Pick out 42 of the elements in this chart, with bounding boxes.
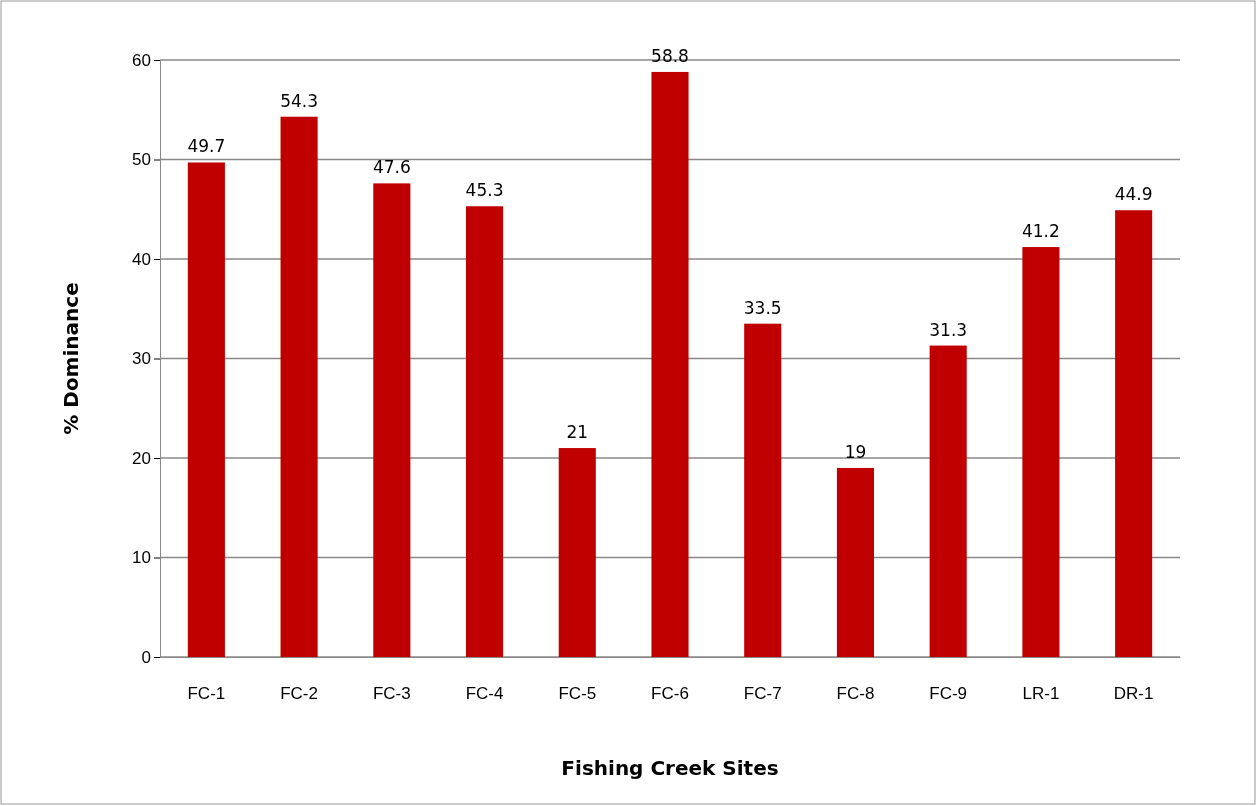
x-tick-label: FC-7 xyxy=(743,684,782,704)
bar xyxy=(280,116,318,657)
bar xyxy=(651,71,689,657)
y-tick-label: 20 xyxy=(132,448,151,468)
x-tick-label: LR-1 xyxy=(1022,684,1060,704)
x-tick-label: FC-6 xyxy=(651,684,689,704)
y-tick-label: 0 xyxy=(141,647,151,667)
bar xyxy=(558,448,596,657)
bar xyxy=(1115,210,1153,657)
y-tick-label: 30 xyxy=(132,349,151,369)
y-tick-label: 50 xyxy=(132,150,151,170)
x-axis-title: Fishing Creek Sites xyxy=(561,756,779,780)
data-label: 44.9 xyxy=(1114,184,1153,205)
data-label: 45.3 xyxy=(465,180,504,201)
x-tick-label: FC-9 xyxy=(929,684,968,704)
data-label: 49.7 xyxy=(187,136,226,157)
x-tick-label: FC-3 xyxy=(372,684,411,704)
y-tick-label: 40 xyxy=(132,249,151,269)
bar xyxy=(744,323,782,657)
x-tick-label: FC-1 xyxy=(187,684,226,704)
data-label: 19 xyxy=(844,441,867,462)
data-label: 33.5 xyxy=(743,297,782,318)
y-tick-label: 60 xyxy=(132,50,151,70)
data-label: 21 xyxy=(566,422,589,443)
y-axis-title: % Dominance xyxy=(59,282,83,435)
bar xyxy=(836,467,874,657)
x-tick-label: FC-5 xyxy=(558,684,597,704)
data-label: 47.6 xyxy=(372,157,411,178)
data-label: 41.2 xyxy=(1021,221,1060,242)
bar xyxy=(373,183,411,657)
x-tick-label: DR-1 xyxy=(1113,684,1154,704)
bar xyxy=(187,162,225,657)
data-label: 58.8 xyxy=(651,45,689,66)
bar xyxy=(929,345,967,657)
data-label: 54.3 xyxy=(280,90,319,111)
x-tick-label: FC-4 xyxy=(465,684,504,704)
y-tick-label: 10 xyxy=(132,548,151,568)
bar xyxy=(1022,247,1060,657)
data-label: 31.3 xyxy=(929,319,968,340)
x-tick-label: FC-8 xyxy=(836,684,875,704)
x-tick-label: FC-2 xyxy=(280,684,318,704)
bar xyxy=(466,206,504,657)
